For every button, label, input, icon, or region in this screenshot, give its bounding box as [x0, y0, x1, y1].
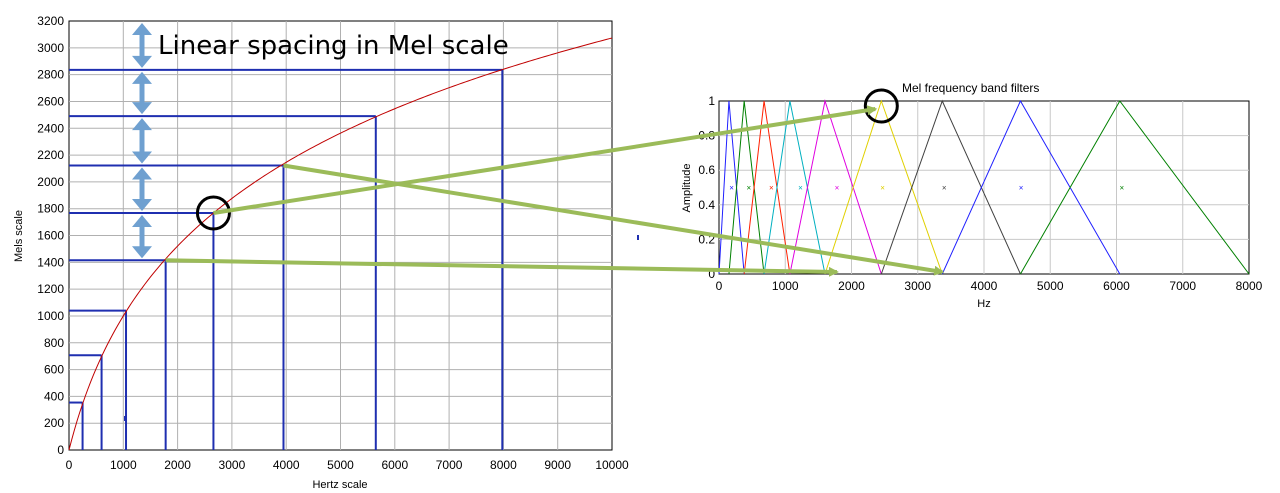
left-x-tick: 1000: [110, 458, 137, 472]
centroid-marker: ×: [880, 184, 885, 193]
left-y-tick: 2800: [37, 68, 64, 82]
filter-triangle: [718, 100, 745, 275]
centroid-marker: ×: [1119, 184, 1124, 193]
left-y-tick: 0: [57, 443, 64, 457]
right-x-tick: 2000: [838, 279, 865, 293]
centroid-marker: ×: [1019, 184, 1024, 193]
left-y-tick: 200: [44, 416, 64, 430]
left-x-tick: 4000: [273, 458, 300, 472]
left-y-tick: 600: [44, 363, 64, 377]
connector-arrows: [165, 105, 945, 277]
circled-point-right: [863, 88, 899, 124]
double-arrow: [132, 23, 152, 68]
centroid-marker: ×: [746, 184, 751, 193]
right-y-axis-label: Amplitude: [681, 164, 693, 213]
right-x-axis-label: Hz: [977, 298, 990, 310]
left-x-tick: 9000: [544, 458, 571, 472]
stray-dot-left: [124, 416, 126, 421]
filter-triangles: [718, 99, 1250, 275]
left-x-tick: 0: [66, 458, 73, 472]
mel-curve-line: [68, 37, 613, 451]
left-y-tick: 3000: [37, 41, 64, 55]
right-x-tick: 4000: [971, 279, 998, 293]
right-x-tick: 5000: [1037, 279, 1064, 293]
centroid-marker: ×: [729, 184, 734, 193]
filter-triangle: [763, 100, 826, 275]
filter-triangle: [743, 100, 791, 275]
filter-triangle: [824, 99, 943, 275]
left-x-tick: 5000: [327, 458, 354, 472]
right-y-tick: 0.4: [698, 198, 715, 212]
left-step-lines: [69, 68, 504, 450]
right-x-tick: 6000: [1103, 279, 1130, 293]
right-y-tick: 1: [708, 94, 715, 108]
left-x-tick: 3000: [219, 458, 246, 472]
right-x-tick: 0: [716, 279, 723, 293]
left-y-tick: 2200: [37, 148, 64, 162]
left-y-tick: 2000: [37, 175, 64, 189]
filter-triangle: [1020, 100, 1250, 275]
connector-arrow: [283, 163, 945, 276]
double-arrow: [132, 214, 152, 259]
right-grid: [719, 101, 1249, 274]
connector-arrow: [165, 258, 839, 277]
centroid-marker: ×: [835, 184, 840, 193]
right-x-tick: 3000: [904, 279, 931, 293]
filter-triangle: [941, 99, 1121, 275]
right-x-tick: 8000: [1236, 279, 1263, 293]
stray-dot-middle: [637, 235, 639, 240]
left-x-tick: 6000: [381, 458, 408, 472]
centroid-markers: × × × × × × × × ×: [729, 184, 1124, 193]
left-x-axis-label: Hertz scale: [312, 479, 367, 491]
left-x-tick-labels: 0 1000 2000 3000 4000 5000 6000 7000 8000 9000 100…: [66, 458, 629, 472]
double-arrow: [132, 167, 152, 211]
filter-triangle: [789, 99, 882, 275]
left-x-tick: 2000: [164, 458, 191, 472]
right-x-tick-labels: 0 1000 2000 3000 4000 5000 6000 7000 8000: [716, 279, 1263, 293]
filter-triangle: [880, 99, 1021, 275]
spacing-double-arrows: [132, 23, 152, 259]
left-y-tick: 2400: [37, 121, 64, 135]
double-arrow: [132, 71, 152, 115]
connector-arrow: [213, 105, 878, 215]
left-x-tick: 10000: [595, 458, 629, 472]
filterbank-title: Mel frequency band filters: [902, 81, 1039, 95]
centroid-marker: ×: [798, 184, 803, 193]
hz-to-mel-chart: 0 1000 2000 3000 4000 5000 6000 7000 8000 9000 100…: [13, 14, 629, 491]
left-grid: [69, 21, 612, 450]
left-y-tick: 2600: [37, 94, 64, 108]
left-y-axis-label: Mels scale: [13, 210, 25, 262]
left-y-tick: 1400: [37, 255, 64, 269]
double-arrow: [132, 118, 152, 164]
right-y-tick: 0: [708, 267, 715, 281]
left-y-tick: 1000: [37, 309, 64, 323]
right-y-tick: 0.6: [698, 163, 715, 177]
centroid-marker: ×: [769, 184, 774, 193]
left-y-tick: 800: [44, 336, 64, 350]
left-y-tick: 1600: [37, 229, 64, 243]
left-y-tick-labels: 0 200 400 600 800 1000 1200 1400 1600 1800 2000 220…: [37, 14, 64, 457]
centroid-marker: ×: [942, 184, 947, 193]
circled-point-left: [195, 195, 231, 231]
filter-triangle: [728, 100, 765, 275]
right-x-tick: 1000: [772, 279, 799, 293]
mel-filterbank-chart: × × × × × × × × × 0 1000 2000 3000 4000 5000 6000 7000 8…: [681, 81, 1263, 310]
left-y-tick: 3200: [37, 14, 64, 28]
left-y-tick: 1800: [37, 202, 64, 216]
left-x-tick: 8000: [490, 458, 517, 472]
right-y-tick-labels: 00.20.40.60.81: [698, 94, 715, 281]
mel-spacing-annotation: Linear spacing in Mel scale: [158, 31, 509, 61]
left-y-tick: 400: [44, 389, 64, 403]
right-x-tick: 7000: [1169, 279, 1196, 293]
left-x-tick: 7000: [436, 458, 463, 472]
left-y-tick: 1200: [37, 282, 64, 296]
